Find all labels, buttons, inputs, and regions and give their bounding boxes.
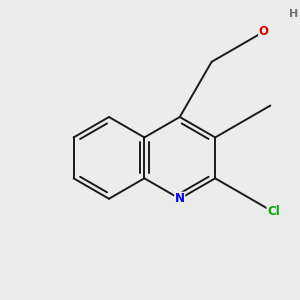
Text: H: H: [289, 9, 298, 20]
Text: O: O: [259, 25, 269, 38]
Text: N: N: [175, 192, 185, 205]
Text: Cl: Cl: [267, 206, 280, 218]
